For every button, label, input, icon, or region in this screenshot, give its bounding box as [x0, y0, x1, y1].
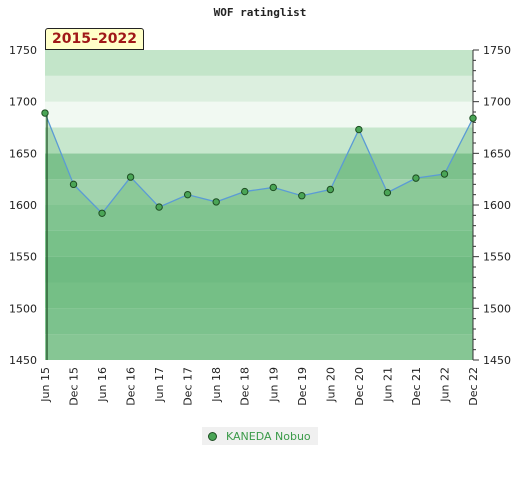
background-band — [45, 179, 473, 205]
y-tick-label: 1500 — [9, 302, 37, 315]
data-point — [383, 188, 392, 197]
legend-series-label: KANEDA Nobuo — [226, 429, 311, 443]
y-tick-labels-right: 1450 1500 1550 1600 1650 1700 1750 — [483, 44, 511, 367]
data-point — [440, 170, 449, 178]
x-tick-label: Jun 22 — [438, 367, 451, 403]
x-tick-label: Jun 15 — [39, 367, 52, 403]
background-band — [45, 127, 473, 154]
data-point — [326, 185, 335, 194]
data-point — [212, 198, 220, 206]
data-point — [98, 209, 106, 217]
x-tick-label: Jun 19 — [267, 367, 280, 403]
y-tick-label: 1600 — [9, 199, 37, 212]
x-tick-label: Dec 17 — [182, 367, 195, 406]
background-bands — [45, 50, 473, 360]
series-line — [44, 112, 474, 215]
background-band — [45, 308, 473, 335]
x-tick-label: Dec 21 — [410, 367, 423, 406]
background-band — [45, 205, 473, 231]
y-tick-label: 1700 — [483, 96, 511, 109]
series-line-path — [44, 112, 474, 215]
data-point — [41, 109, 49, 117]
background-band — [45, 75, 473, 102]
background-band — [45, 230, 473, 257]
x-tick-label: Jun 18 — [210, 367, 223, 403]
data-markers — [41, 109, 477, 217]
x-tick-labels: Jun 15 Dec 15 Jun 16 Dec 16 Jun 17 Dec 17 Jun … — [39, 367, 480, 406]
y-tick-label: 1450 — [9, 354, 37, 367]
y-tick-label: 1550 — [483, 251, 511, 264]
background-band — [45, 101, 473, 128]
y-tick-label: 1650 — [9, 147, 37, 160]
area-fill — [45, 113, 473, 361]
legend-marker-icon — [208, 431, 217, 441]
x-tick-label: Dec 20 — [353, 367, 366, 406]
x-tick-label: Dec 18 — [239, 367, 252, 406]
period-badge: 2015–2022 — [45, 28, 144, 50]
data-point — [469, 114, 477, 122]
legend[interactable]: KANEDA Nobuo — [202, 427, 318, 445]
y-tick-label: 1700 — [9, 96, 37, 109]
data-point — [126, 173, 135, 181]
y-tick-labels-left: 1450 1500 1550 1600 1650 1700 1750 — [9, 44, 37, 367]
data-point — [69, 180, 78, 189]
data-point — [412, 174, 420, 182]
x-tick-label: Jun 17 — [153, 367, 166, 403]
background-band — [45, 50, 473, 76]
data-point — [298, 192, 306, 200]
background-band — [45, 256, 473, 283]
y-tick-label: 1750 — [9, 44, 37, 57]
background-band — [45, 334, 473, 360]
y-tick-label: 1550 — [9, 251, 37, 264]
x-tick-label: Dec 15 — [68, 367, 81, 406]
data-point — [269, 183, 277, 192]
background-band — [45, 282, 473, 309]
y-tick-label: 1450 — [483, 354, 511, 367]
chart-title: WOF ratinglist — [213, 6, 307, 19]
x-tick-label: Dec 16 — [125, 367, 138, 406]
y-tick-label: 1750 — [483, 44, 511, 57]
x-tick-label: Jun 20 — [324, 367, 337, 403]
y-tick-label: 1650 — [483, 147, 511, 160]
x-tick-label: Dec 19 — [296, 367, 309, 406]
data-point — [155, 203, 163, 211]
background-band — [45, 153, 473, 180]
x-tick-label: Jun 16 — [96, 367, 109, 403]
axes — [46, 49, 479, 361]
data-point — [355, 125, 363, 134]
series-area — [45, 113, 473, 361]
x-tick-label: Jun 21 — [381, 367, 394, 403]
y-tick-label: 1600 — [483, 199, 511, 212]
x-tick-label: Dec 22 — [467, 367, 480, 406]
y-tick-label: 1500 — [483, 302, 511, 315]
data-point — [241, 187, 249, 196]
data-point — [183, 190, 192, 199]
